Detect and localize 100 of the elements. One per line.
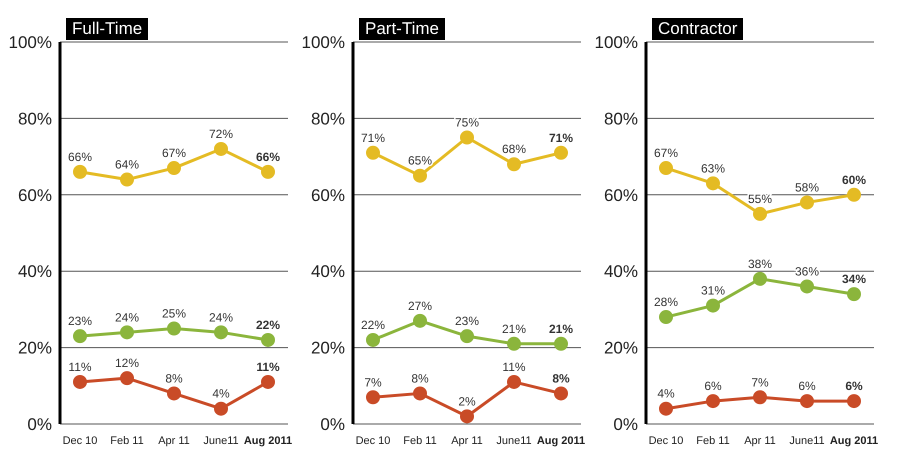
data-label: 6% bbox=[704, 379, 722, 394]
y-tick-label: 100% bbox=[8, 33, 52, 52]
data-label: 4% bbox=[657, 386, 675, 401]
data-label: 11% bbox=[256, 360, 280, 374]
y-tick-label: 80% bbox=[310, 109, 345, 128]
data-label: 23% bbox=[454, 314, 480, 328]
x-tick-label: Aug 2011 bbox=[244, 435, 292, 447]
data-label: 24% bbox=[114, 310, 140, 324]
data-label: 60% bbox=[842, 172, 866, 187]
data-label: 27% bbox=[408, 298, 432, 313]
data-label: 7% bbox=[364, 375, 382, 390]
x-tick-label: Dec 10 bbox=[356, 435, 390, 447]
data-label: 21% bbox=[502, 322, 526, 336]
point bbox=[261, 164, 275, 179]
point bbox=[659, 402, 673, 416]
y-tick-label: 0% bbox=[320, 415, 345, 434]
x-tick-label: Feb 11 bbox=[696, 435, 730, 447]
point bbox=[847, 287, 861, 302]
chart-title: Contractor bbox=[652, 18, 744, 40]
data-label: 8% bbox=[165, 371, 183, 386]
data-label: 64% bbox=[114, 158, 140, 172]
x-tick-label: June11 bbox=[203, 435, 239, 447]
y-tick-label: 20% bbox=[18, 338, 52, 358]
data-label: 25% bbox=[162, 306, 186, 320]
x-tick-label: June11 bbox=[496, 435, 532, 447]
y-tick-label: 20% bbox=[310, 338, 345, 358]
point bbox=[214, 402, 228, 416]
data-label: 8% bbox=[411, 371, 429, 386]
data-label: 12% bbox=[114, 356, 140, 370]
data-label: 65% bbox=[408, 154, 432, 168]
data-label: 72% bbox=[208, 126, 234, 141]
point bbox=[73, 329, 87, 344]
point bbox=[167, 161, 181, 176]
point bbox=[167, 322, 181, 336]
x-tick-label: Aug 2011 bbox=[536, 435, 586, 447]
data-label: 75% bbox=[454, 116, 480, 130]
y-tick-label: 40% bbox=[604, 262, 638, 282]
data-label: 11% bbox=[68, 360, 92, 374]
point bbox=[460, 329, 474, 344]
point bbox=[753, 390, 767, 404]
point bbox=[659, 310, 673, 324]
x-tick-label: Dec 10 bbox=[62, 435, 98, 447]
data-label: 66% bbox=[256, 150, 280, 164]
point bbox=[554, 146, 568, 160]
data-label: 67% bbox=[654, 146, 678, 160]
point bbox=[554, 386, 568, 400]
data-label: 23% bbox=[68, 314, 92, 328]
y-tick-label: 60% bbox=[604, 186, 638, 205]
point bbox=[120, 172, 134, 187]
point bbox=[554, 336, 568, 351]
y-tick-label: 40% bbox=[310, 262, 345, 282]
y-tick-label: 60% bbox=[310, 186, 345, 205]
x-tick-label: Dec 10 bbox=[648, 435, 684, 447]
data-label: 6% bbox=[798, 379, 816, 394]
y-tick-label: 100% bbox=[594, 33, 638, 52]
point bbox=[214, 142, 228, 156]
x-tick-label: Feb 11 bbox=[403, 435, 437, 447]
point bbox=[460, 130, 474, 144]
y-tick-label: 20% bbox=[604, 338, 638, 358]
point bbox=[261, 332, 275, 347]
x-tick-label: June11 bbox=[789, 435, 825, 447]
point bbox=[261, 374, 275, 389]
chart-title: Full-Time bbox=[66, 18, 148, 40]
point bbox=[659, 161, 673, 176]
point bbox=[706, 176, 720, 190]
x-tick-label: Feb 11 bbox=[110, 435, 144, 447]
point bbox=[460, 409, 474, 424]
data-label: 22% bbox=[360, 318, 386, 332]
data-label: 6% bbox=[845, 379, 863, 394]
data-label: 22% bbox=[256, 318, 280, 332]
data-label: 11% bbox=[502, 360, 526, 374]
point bbox=[413, 168, 427, 183]
point bbox=[366, 390, 380, 404]
data-label: 66% bbox=[68, 150, 92, 164]
point bbox=[366, 146, 380, 160]
data-label: 68% bbox=[502, 142, 526, 156]
y-tick-label: 80% bbox=[604, 109, 638, 128]
data-label: 4% bbox=[212, 386, 230, 401]
point bbox=[753, 272, 767, 286]
data-label: 31% bbox=[700, 284, 726, 298]
data-label: 71% bbox=[548, 130, 574, 145]
point bbox=[753, 206, 767, 221]
point bbox=[847, 394, 861, 408]
data-label: 67% bbox=[162, 146, 186, 160]
point bbox=[167, 386, 181, 400]
point bbox=[706, 298, 720, 313]
point bbox=[800, 279, 814, 294]
point bbox=[507, 336, 521, 351]
data-label: 38% bbox=[748, 256, 772, 271]
point bbox=[120, 325, 134, 340]
data-label: 24% bbox=[208, 310, 234, 324]
x-tick-label: Aug 2011 bbox=[830, 435, 878, 447]
point bbox=[507, 157, 521, 172]
data-label: 71% bbox=[360, 130, 386, 145]
data-label: 7% bbox=[751, 375, 769, 390]
point bbox=[73, 374, 87, 389]
data-label: 21% bbox=[548, 322, 574, 336]
point bbox=[800, 394, 814, 408]
x-tick-label: Apr 11 bbox=[744, 435, 776, 447]
y-tick-label: 0% bbox=[613, 415, 638, 434]
